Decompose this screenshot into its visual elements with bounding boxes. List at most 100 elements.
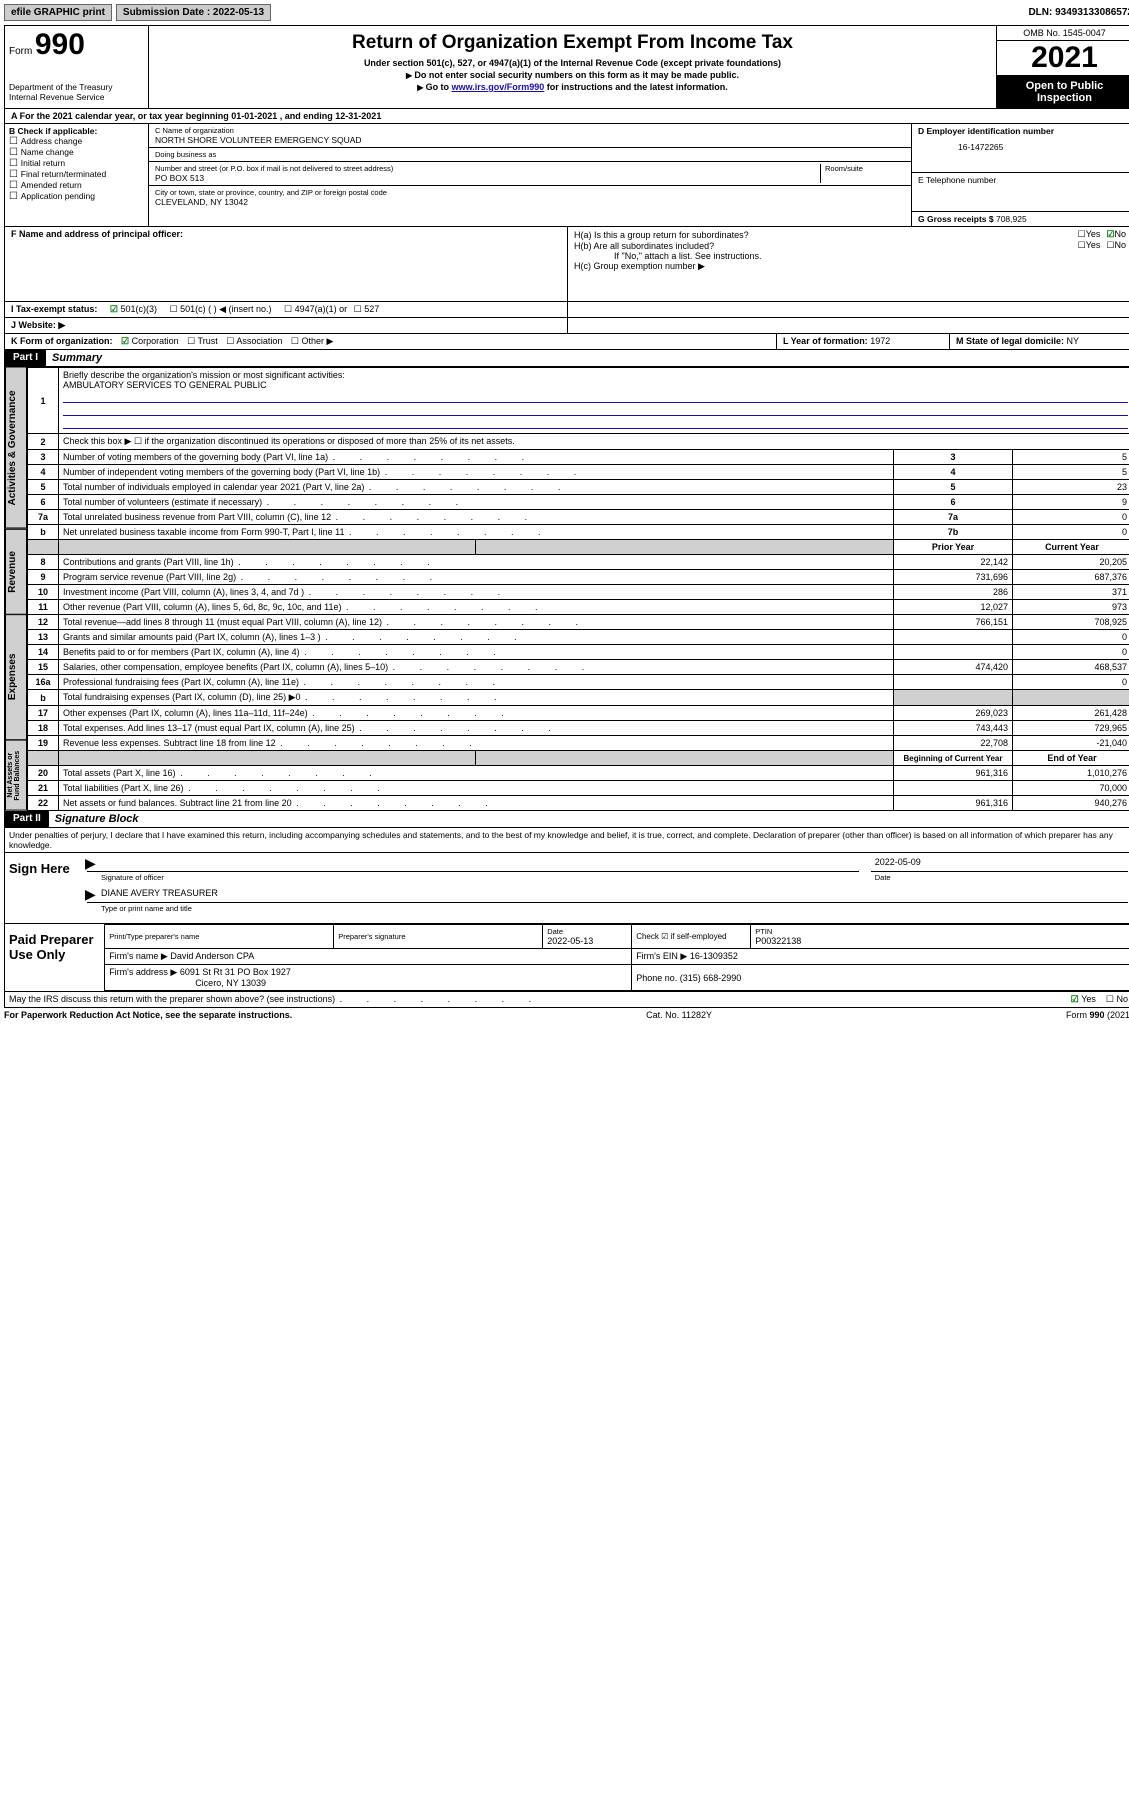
b-item[interactable]: ☐ Application pending (9, 191, 144, 202)
pt-check[interactable]: Check ☑ if self-employed (632, 925, 751, 949)
i-527[interactable]: ☐ 527 (354, 304, 380, 314)
pt-phone-val: (315) 668-2990 (680, 973, 742, 983)
b-item[interactable]: ☐ Address change (9, 136, 144, 147)
c-street-cell: Number and street (or P.O. box if mail i… (149, 162, 911, 186)
dept: Department of the Treasury (9, 82, 144, 92)
footer: For Paperwork Reduction Act Notice, see … (4, 1008, 1129, 1022)
b-item-label: Name change (21, 147, 74, 157)
pt-addr-label: Firm's address ▶ (109, 967, 177, 977)
table-row: 13 Grants and similar amounts paid (Part… (28, 630, 1129, 645)
submission-date: 2022-05-13 (213, 7, 264, 18)
row-a: A For the 2021 calendar year, or tax yea… (5, 109, 1129, 124)
k-corp[interactable]: ☑ Corporation (121, 336, 179, 346)
hb-no[interactable]: ☐No (1106, 240, 1126, 251)
b-item[interactable]: ☐ Name change (9, 147, 144, 158)
table-row: 18 Total expenses. Add lines 13–17 (must… (28, 721, 1129, 736)
row-i: I Tax-exempt status: ☑ 501(c)(3) ☐ 501(c… (5, 302, 1129, 318)
sig-officer-line[interactable] (87, 857, 859, 872)
dln-value: 93493133086572 (1055, 7, 1129, 18)
part-i-body: Activities & Governance Revenue Expenses… (5, 367, 1129, 811)
header-center: Return of Organization Exempt From Incom… (149, 26, 996, 108)
discuss-text: May the IRS discuss this return with the… (9, 994, 1071, 1005)
i-cell: I Tax-exempt status: ☑ 501(c)(3) ☐ 501(c… (5, 302, 568, 317)
i-o4: 527 (364, 304, 379, 314)
b-item-label: Amended return (21, 180, 82, 190)
k-label: K Form of organization: (11, 336, 113, 346)
sign-here-label: Sign Here (5, 853, 83, 923)
paid-label: Paid Preparer Use Only (5, 924, 104, 991)
form-word: Form (9, 46, 32, 57)
table-row: 20 Total assets (Part X, line 16) 961,31… (28, 766, 1129, 781)
subtitle-3: Go to www.irs.gov/Form990 for instructio… (155, 82, 990, 92)
k-cell: K Form of organization: ☑ Corporation ☐ … (5, 334, 777, 349)
part-i-badge: Part I (5, 350, 46, 366)
summary-table: 1 Briefly describe the organization's mi… (27, 367, 1129, 811)
i-501c[interactable]: ☐ 501(c) ( ) ◀ (insert no.) (169, 304, 271, 314)
col-curr: Current Year (1013, 540, 1129, 555)
ha-yes[interactable]: ☐Yes (1078, 229, 1101, 240)
row-klm: K Form of organization: ☑ Corporation ☐ … (5, 334, 1129, 350)
sub3a: Go to (426, 82, 452, 92)
sign-here-section: Sign Here Signature of officer 2022-05-0… (5, 852, 1129, 924)
vtabs: Activities & Governance Revenue Expenses… (5, 367, 27, 811)
b-item[interactable]: ☐ Initial return (9, 158, 144, 169)
k-o1: Corporation (132, 336, 179, 346)
col-prior: Prior Year (894, 540, 1013, 555)
form-number: 990 (35, 28, 85, 61)
pt-addr1: 6091 St Rt 31 PO Box 1927 (180, 967, 291, 977)
no-label: No (1114, 240, 1126, 250)
discuss-yes[interactable]: ☑ Yes (1071, 994, 1096, 1005)
col-deg: D Employer identification number 16-1472… (911, 124, 1129, 226)
pt-firm-label: Firm's name ▶ (109, 951, 168, 961)
sig-date-cap: Date (871, 872, 1128, 888)
declaration: Under penalties of perjury, I declare th… (5, 828, 1129, 852)
efile-badge[interactable]: efile GRAPHIC print (4, 4, 112, 21)
b-item[interactable]: ☐ Final return/terminated (9, 169, 144, 180)
fill-line (63, 418, 1128, 429)
paid-table: Print/Type preparer's name Preparer's si… (104, 924, 1129, 991)
i-label: I Tax-exempt status: (11, 304, 97, 314)
hb-note: If "No," attach a list. See instructions… (574, 251, 1126, 261)
pt-sig-label: Preparer's signature (338, 932, 538, 941)
inspect2: Inspection (999, 92, 1129, 104)
form990-link[interactable]: www.irs.gov/Form990 (452, 82, 545, 92)
pt-name-label: Print/Type preparer's name (109, 932, 329, 941)
k-other[interactable]: ☐ Other ▶ (291, 336, 334, 346)
c-dba-label: Doing business as (155, 150, 905, 159)
part-ii-badge: Part II (5, 811, 49, 827)
submission-badge: Submission Date : 2022-05-13 (116, 4, 271, 21)
hb-yes[interactable]: ☐Yes (1078, 240, 1101, 251)
discuss-no[interactable]: ☐ No (1106, 994, 1128, 1005)
vtab-gov: Activities & Governance (5, 367, 27, 529)
dln: DLN: 93493133086572 (1028, 7, 1129, 18)
k-trust[interactable]: ☐ Trust (187, 336, 218, 346)
yes-label: Yes (1086, 240, 1101, 250)
b-item[interactable]: ☐ Amended return (9, 180, 144, 191)
col-b: B Check if applicable: ☐ Address change … (5, 124, 149, 226)
table-row: 5 Total number of individuals employed i… (28, 480, 1129, 495)
form-990: Form 990 Department of the Treasury Inte… (4, 25, 1129, 1008)
table-row: 17 Other expenses (Part IX, column (A), … (28, 706, 1129, 721)
table-row: 8 Contributions and grants (Part VIII, l… (28, 555, 1129, 570)
hb-label: H(b) Are all subordinates included? (574, 241, 1078, 251)
row-fh: F Name and address of principal officer:… (5, 227, 1129, 302)
l-cell: L Year of formation: 1972 (777, 334, 950, 349)
ha-no[interactable]: ☑No (1106, 229, 1126, 240)
i-501c3[interactable]: ☑ 501(c)(3) (110, 304, 157, 314)
sign-here-fields: Signature of officer 2022-05-09 Date DIA… (83, 853, 1129, 923)
pt-check-label: Check ☑ if self-employed (636, 932, 726, 941)
footer-mid: Cat. No. 11282Y (646, 1010, 712, 1020)
section-bcd: B Check if applicable: ☐ Address change … (5, 124, 1129, 227)
i-4947[interactable]: ☐ 4947(a)(1) or (284, 304, 347, 314)
footer-right: Form 990 (2021) (1066, 1010, 1129, 1020)
k-assoc[interactable]: ☐ Association (226, 336, 282, 346)
subtitle-1: Under section 501(c), 527, or 4947(a)(1)… (155, 58, 990, 68)
sub3b: for instructions and the latest informat… (547, 82, 728, 92)
pt-ein-label: Firm's EIN ▶ (636, 951, 687, 961)
q2: Check this box ▶ ☐ if the organization d… (59, 434, 1129, 450)
i-o3: 4947(a)(1) or (295, 304, 348, 314)
b-item-label: Initial return (21, 158, 65, 168)
pt-phone-label: Phone no. (636, 973, 677, 983)
hc-cont (568, 318, 1129, 333)
sig-name-line: DIANE AVERY TREASURER (87, 888, 1128, 903)
